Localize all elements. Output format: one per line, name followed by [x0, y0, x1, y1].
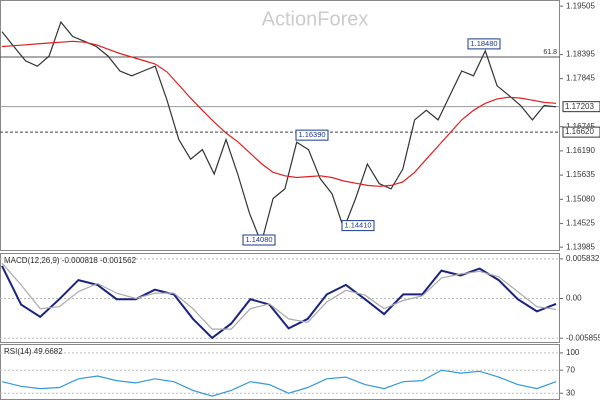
- annotation-box: [242, 234, 276, 246]
- annotation-label: 1.14080: [245, 235, 272, 244]
- annotation-label: 1.16390: [298, 130, 325, 139]
- series-line: [1, 369, 557, 397]
- panel-title: MACD(12,26,9) -0.000818 -0.001562: [4, 256, 137, 265]
- marker-label: 1.16620: [565, 127, 594, 136]
- y-tick-label: 1.19505: [566, 1, 595, 10]
- marker-label: 1.17203: [565, 102, 594, 111]
- y-tick-label: 0.005832: [566, 254, 600, 263]
- marker-tag: [562, 126, 600, 138]
- y-tick-label: 70: [566, 365, 575, 374]
- watermark: ActionForex: [262, 8, 369, 30]
- panel-frame: [0, 0, 560, 251]
- y-tick-label: 1.16745: [566, 122, 595, 131]
- annotation-label: 1.14410: [344, 221, 371, 230]
- y-tick-label: 0.00: [566, 294, 582, 303]
- y-tick-label: 1.15080: [566, 194, 595, 203]
- series-line: [1, 40, 557, 187]
- level-label: 61.8: [543, 49, 557, 56]
- y-tick-label: 1.14525: [566, 219, 595, 228]
- marker-tag: [562, 101, 600, 113]
- annotation-box: [467, 38, 501, 50]
- series-line: [1, 262, 557, 330]
- y-tick-label: 1.15635: [566, 170, 595, 179]
- series-line: [1, 20, 557, 245]
- series-line: [1, 265, 557, 340]
- y-tick-label: 1.13985: [566, 242, 595, 251]
- annotation-box: [295, 129, 329, 141]
- annotation-label: 1.18480: [470, 39, 497, 48]
- y-tick-label: 1.16190: [566, 146, 595, 155]
- y-tick-label: 30: [566, 388, 575, 397]
- y-tick-label: 1.18395: [566, 50, 595, 59]
- y-tick-label: -0.005855: [566, 333, 600, 342]
- y-tick-label: 100: [566, 348, 580, 357]
- panel-title: RSI(14) 49.6682: [4, 347, 63, 356]
- annotation-box: [341, 220, 375, 232]
- y-tick-label: 1.17845: [566, 74, 595, 83]
